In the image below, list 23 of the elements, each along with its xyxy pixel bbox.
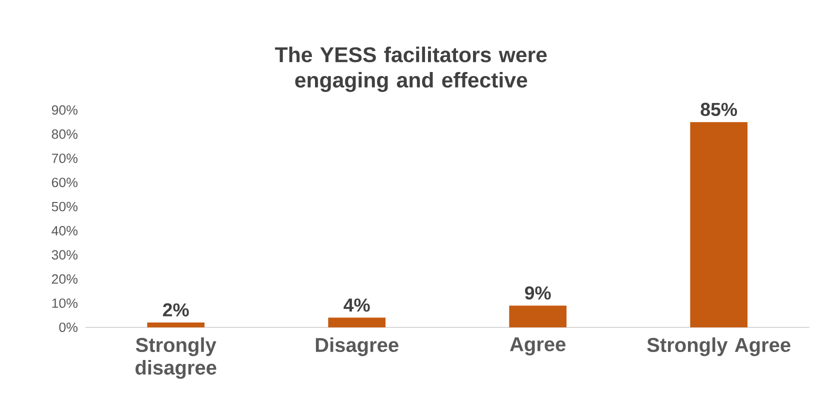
y-tick-label: 20%	[52, 274, 78, 284]
bar	[690, 122, 748, 328]
y-tick-label: 30%	[52, 250, 78, 260]
x-tick-label: Strongly disagree	[136, 337, 216, 379]
y-tick-label: 10%	[52, 298, 78, 308]
data-label: 2%	[163, 303, 189, 316]
y-tick-label: 0%	[59, 322, 78, 332]
bar	[328, 318, 386, 328]
x-tick-label: Disagree	[316, 337, 398, 356]
bar	[147, 322, 205, 328]
y-tick-label: 60%	[52, 178, 78, 188]
data-label: 85%	[700, 102, 738, 116]
data-label: 4%	[344, 298, 370, 312]
bar	[509, 306, 566, 328]
y-tick-label: 90%	[52, 105, 78, 115]
y-tick-label: 50%	[52, 202, 78, 212]
y-tick-label: 40%	[52, 226, 78, 236]
y-tick-label: 70%	[52, 154, 78, 164]
chart-title: The YESS facilitators were engaging and effective	[275, 46, 547, 92]
y-tick-label: 80%	[52, 129, 78, 139]
x-tick-label: Strongly Agree	[647, 337, 790, 356]
data-label: 9%	[524, 286, 551, 300]
x-tick-label: Agree	[510, 337, 566, 356]
